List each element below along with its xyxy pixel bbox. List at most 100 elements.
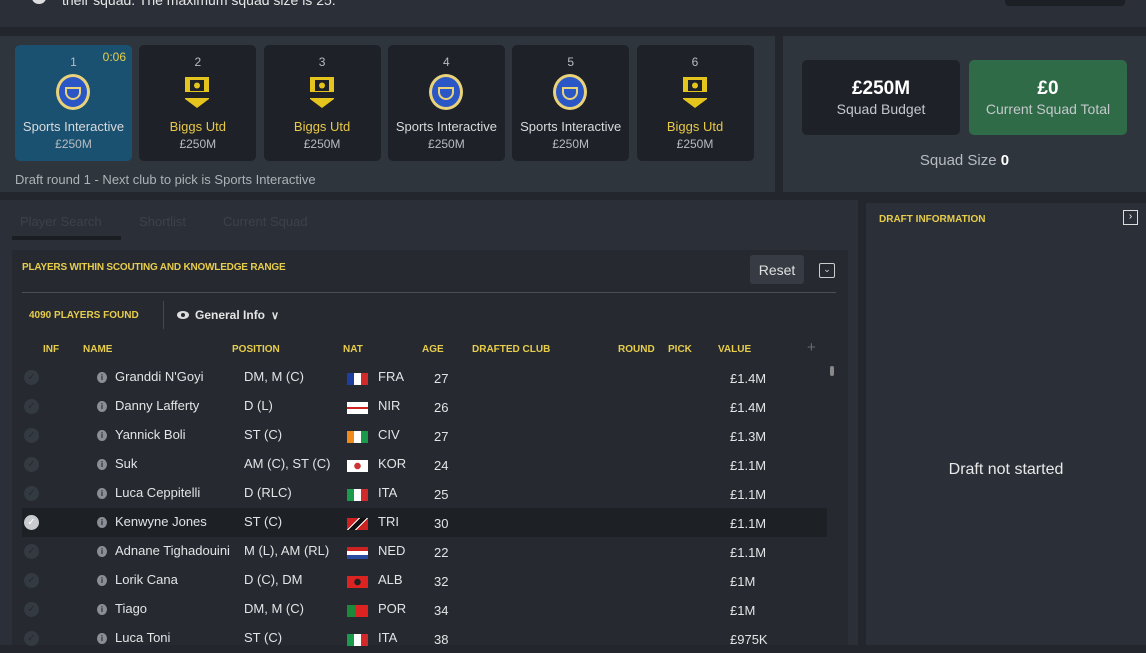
player-name[interactable]: Danny Lafferty	[115, 398, 200, 413]
player-name[interactable]: Suk	[115, 456, 138, 471]
table-row[interactable]: ✓ i Luca Toni ST (C) ITA 38 £975K	[22, 624, 827, 653]
club-pick-card[interactable]: 5 Sports Interactive £250M	[512, 45, 630, 161]
column-header[interactable]: PICK	[668, 344, 692, 355]
squad-total-box: £0 Current Squad Total	[969, 60, 1127, 135]
player-age: 25	[434, 487, 449, 502]
info-bar: their squad. The maximum squad size is 2…	[0, 0, 1146, 27]
top-action-button[interactable]	[1005, 0, 1125, 6]
player-nationality: ITA	[378, 485, 398, 500]
club-budget: £250M	[55, 137, 92, 151]
player-value: £1.3M	[730, 429, 767, 444]
player-name[interactable]: Luca Toni	[115, 630, 171, 645]
info-icon[interactable]: i	[97, 604, 107, 615]
check-icon[interactable]: ✓	[24, 399, 39, 414]
column-header[interactable]: INF	[43, 344, 60, 355]
club-pick-card[interactable]: 1 0:06 Sports Interactive £250M	[15, 45, 132, 161]
divider	[163, 301, 164, 329]
collapse-icon[interactable]: ⌄	[819, 263, 835, 278]
pick-number: 1	[70, 55, 77, 69]
check-icon[interactable]: ✓	[24, 573, 39, 588]
player-value: £1.4M	[730, 371, 767, 386]
player-nationality: TRI	[378, 514, 399, 529]
flag-icon	[347, 489, 368, 501]
flag-icon	[347, 431, 368, 443]
draft-status-message: Draft not started	[948, 461, 1064, 478]
draft-order-panel: 1 0:06 Sports Interactive £250M 2 Biggs Utd £2…	[0, 36, 775, 192]
info-message: their squad. The maximum squad size is 2…	[62, 0, 336, 8]
player-name[interactable]: Luca Ceppitelli	[115, 485, 201, 500]
table-row[interactable]: ✓ i Suk AM (C), ST (C) KOR 24 £1.1M	[22, 450, 827, 479]
table-row[interactable]: ✓ i Kenwyne Jones ST (C) TRI 30 £1.1M	[22, 508, 827, 537]
si-crest-icon	[551, 73, 589, 111]
club-pick-card[interactable]: 6 Biggs Utd £250M	[636, 45, 754, 161]
tab-shortlist[interactable]: Shortlist	[139, 214, 186, 229]
player-age: 27	[434, 429, 449, 444]
expand-panel-icon[interactable]: ›	[1123, 210, 1138, 225]
check-icon[interactable]: ✓	[24, 428, 39, 443]
pick-number: 6	[691, 55, 699, 69]
player-name[interactable]: Lorik Cana	[115, 572, 178, 587]
club-pick-card[interactable]: 4 Sports Interactive £250M	[387, 45, 505, 161]
player-name[interactable]: Tiago	[115, 601, 148, 616]
info-icon[interactable]: i	[97, 488, 107, 499]
check-icon[interactable]: ✓	[24, 486, 39, 501]
club-pick-card[interactable]: 3 Biggs Utd £250M	[263, 45, 381, 161]
check-icon[interactable]: ✓	[24, 370, 39, 385]
scrollbar[interactable]	[830, 366, 834, 376]
table-row[interactable]: ✓ i Lorik Cana D (C), DM ALB 32 £1M	[22, 566, 827, 595]
check-icon[interactable]: ✓	[24, 544, 39, 559]
club-budget: £250M	[303, 137, 341, 151]
player-value: £1.1M	[730, 487, 767, 502]
player-nationality: KOR	[378, 456, 407, 471]
check-icon[interactable]: ✓	[24, 515, 39, 530]
column-header[interactable]: NAT	[343, 344, 363, 355]
info-icon[interactable]: i	[97, 430, 107, 441]
view-selector[interactable]: General Info ∨	[177, 308, 279, 322]
info-icon[interactable]: i	[97, 633, 107, 644]
squad-summary-panel: £250M Squad Budget £0 Current Squad Tota…	[783, 36, 1146, 192]
column-header[interactable]: DRAFTED CLUB	[472, 344, 551, 355]
club-budget: £250M	[552, 137, 590, 151]
info-icon[interactable]: i	[97, 372, 107, 383]
player-age: 26	[434, 400, 449, 415]
si-crest-icon	[54, 73, 92, 111]
player-search-panel: Player Search Shortlist Current Squad PL…	[0, 200, 858, 647]
active-tab-indicator	[12, 236, 121, 240]
info-icon[interactable]: i	[97, 401, 107, 412]
add-column-icon[interactable]: +	[807, 339, 816, 356]
column-header[interactable]: ROUND	[618, 344, 655, 355]
column-header[interactable]: VALUE	[718, 344, 752, 355]
check-icon[interactable]: ✓	[24, 457, 39, 472]
player-name[interactable]: Adnane Tighadouini	[115, 543, 230, 558]
info-icon[interactable]: i	[97, 517, 107, 528]
tab-player-search[interactable]: Player Search	[20, 214, 102, 229]
player-name[interactable]: Kenwyne Jones	[115, 514, 207, 529]
reset-button[interactable]: Reset	[750, 255, 804, 284]
table-row[interactable]: ✓ i Granddi N'Goyi DM, M (C) FRA 27 £1.4M	[22, 363, 827, 392]
column-header[interactable]: AGE	[422, 344, 444, 355]
table-row[interactable]: ✓ i Danny Lafferty D (L) NIR 26 £1.4M	[22, 392, 827, 421]
column-header[interactable]: NAME	[83, 344, 113, 355]
flag-icon	[347, 518, 368, 530]
player-value: £1M	[730, 603, 756, 618]
check-icon[interactable]: ✓	[24, 631, 39, 646]
table-row[interactable]: ✓ i Yannick Boli ST (C) CIV 27 £1.3M	[22, 421, 827, 450]
club-name: Sports Interactive	[395, 119, 497, 134]
table-row[interactable]: ✓ i Tiago DM, M (C) POR 34 £1M	[22, 595, 827, 624]
chevron-down-icon: ∨	[271, 309, 280, 322]
column-header[interactable]: POSITION	[232, 344, 280, 355]
squad-budget-box: £250M Squad Budget	[802, 60, 960, 135]
squad-total-value: £0	[1037, 78, 1059, 99]
info-icon[interactable]: i	[97, 459, 107, 470]
table-row[interactable]: ✓ i Adnane Tighadouini M (L), AM (RL) NED 22 £…	[22, 537, 827, 566]
divider	[22, 292, 836, 293]
check-icon[interactable]: ✓	[24, 602, 39, 617]
player-value: £1.4M	[730, 400, 767, 415]
player-name[interactable]: Granddi N'Goyi	[115, 369, 204, 384]
table-row[interactable]: ✓ i Luca Ceppitelli D (RLC) ITA 25 £1.1M	[22, 479, 827, 508]
club-pick-card[interactable]: 2 Biggs Utd £250M	[139, 45, 257, 161]
player-name[interactable]: Yannick Boli	[115, 427, 186, 442]
tab-current-squad[interactable]: Current Squad	[223, 214, 308, 229]
info-icon[interactable]: i	[97, 546, 107, 557]
info-icon[interactable]: i	[97, 575, 107, 586]
